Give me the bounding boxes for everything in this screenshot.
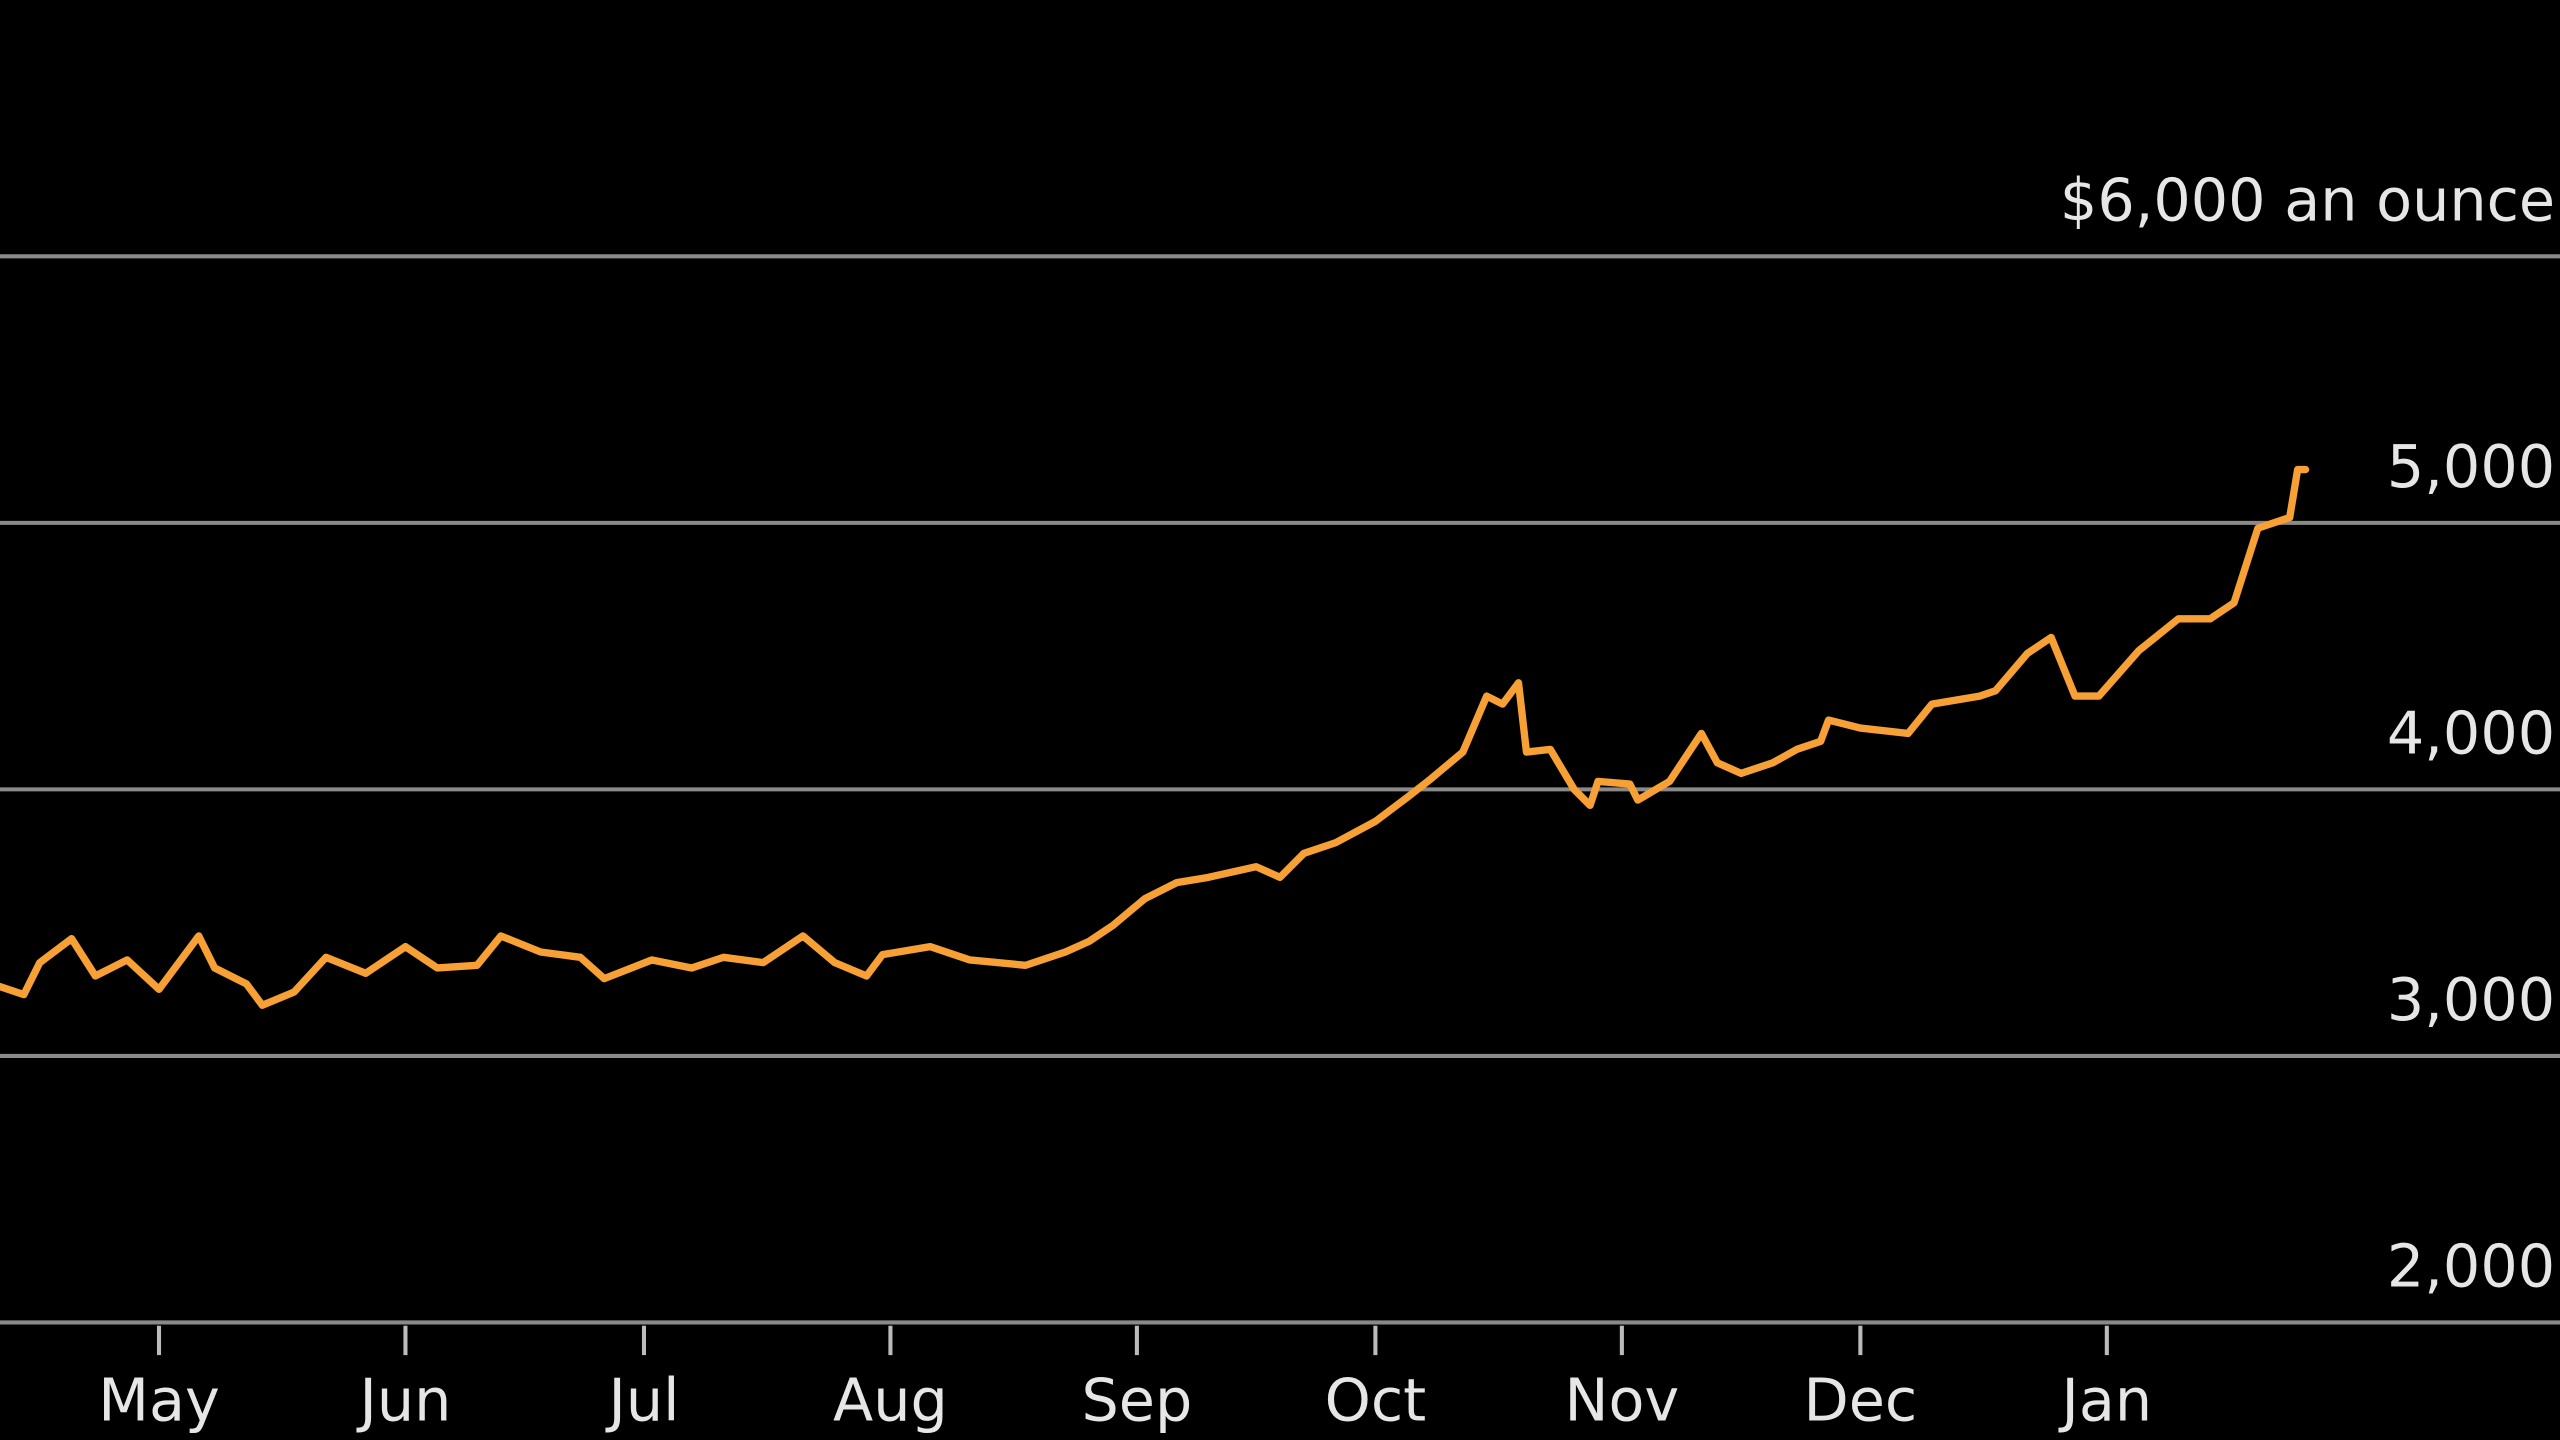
x-tick-label: Nov — [1565, 1365, 1680, 1434]
y-tick-label: 2,000 — [2387, 1232, 2555, 1301]
y-tick-label: $6,000 an ounce — [2060, 165, 2555, 234]
price-line — [0, 465, 2310, 1009]
y-tick-label: 3,000 — [2387, 965, 2555, 1034]
x-tick-label: Jun — [356, 1365, 452, 1434]
x-tick-label: Oct — [1325, 1365, 1427, 1434]
x-tick-label: Jan — [2058, 1365, 2153, 1434]
x-tick-label: Dec — [1804, 1365, 1918, 1434]
x-tick-label: Jul — [605, 1365, 680, 1434]
x-tick-label: May — [98, 1365, 219, 1434]
x-tick-label: Sep — [1082, 1365, 1193, 1434]
x-tick-label: Aug — [833, 1365, 948, 1434]
y-tick-label: 4,000 — [2387, 698, 2555, 767]
y-tick-label: 5,000 — [2387, 432, 2555, 501]
